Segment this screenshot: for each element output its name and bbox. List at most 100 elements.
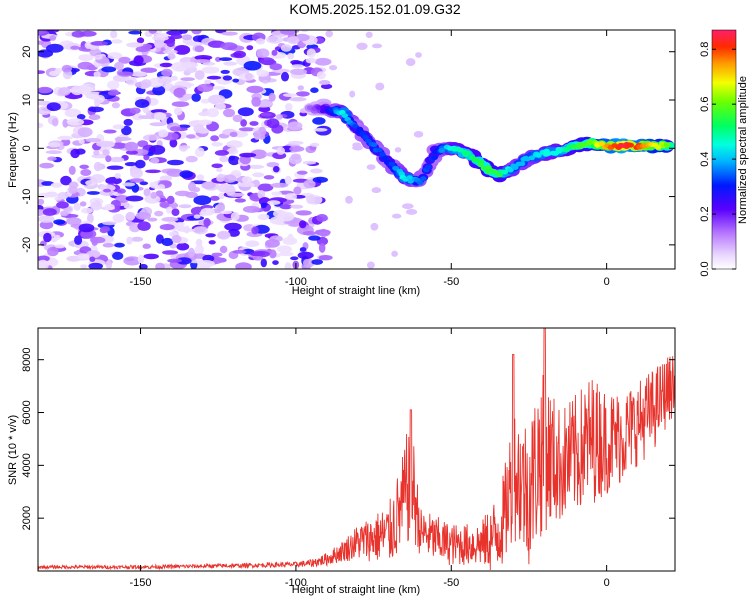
snr-frame <box>37 327 676 572</box>
noise-blob <box>405 58 416 67</box>
noise-blob <box>297 85 304 91</box>
noise-blob <box>41 181 54 186</box>
noise-blob <box>153 112 167 121</box>
noise-blob <box>303 258 315 268</box>
noise-blob <box>141 79 152 89</box>
noise-blob <box>302 231 316 236</box>
noise-blob <box>145 169 161 174</box>
noise-blob <box>194 147 205 158</box>
ridge-blob <box>571 144 578 150</box>
noise-blob <box>186 134 196 139</box>
noise-blob <box>240 119 248 127</box>
noise-blob <box>215 56 221 62</box>
noise-blob <box>181 34 193 41</box>
noise-blob <box>352 145 363 151</box>
noise-blob <box>194 45 205 53</box>
noise-blob <box>94 98 101 108</box>
noise-blob <box>161 217 179 222</box>
snr-x-tick-label: -100 <box>285 577 307 589</box>
noise-blob <box>66 217 82 226</box>
noise-blob <box>259 57 275 66</box>
noise-blob <box>93 150 100 156</box>
noise-blob <box>290 60 301 65</box>
noise-blob <box>232 78 239 83</box>
noise-blob <box>277 211 295 222</box>
snr-series-line <box>38 328 675 571</box>
noise-blob <box>290 256 299 261</box>
noise-blob <box>56 201 69 209</box>
noise-blob <box>173 87 186 98</box>
spectrogram-x-tick-label: -150 <box>130 276 152 288</box>
noise-blob <box>194 244 204 255</box>
noise-blob <box>269 63 283 71</box>
noise-blob <box>131 236 144 242</box>
noise-blob <box>39 162 54 169</box>
noise-blob <box>87 213 94 224</box>
noise-blob <box>295 210 312 216</box>
noise-blob <box>256 48 270 58</box>
ridge-blob <box>362 135 369 140</box>
noise-blob <box>394 147 402 153</box>
noise-blob <box>45 191 58 198</box>
noise-blob <box>257 213 270 221</box>
noise-blob <box>279 251 294 257</box>
noise-blob <box>68 185 78 194</box>
noise-blob <box>78 30 97 37</box>
noise-blob <box>64 108 82 118</box>
noise-blob <box>88 262 103 269</box>
noise-blob <box>61 64 72 73</box>
noise-blob <box>76 114 86 120</box>
noise-blob <box>272 260 279 265</box>
noise-blob <box>247 164 265 169</box>
noise-blob <box>162 250 178 255</box>
spectrogram-frame <box>37 29 676 270</box>
noise-blob <box>345 195 353 204</box>
ridge-blob <box>627 142 634 148</box>
noise-blob <box>104 203 115 211</box>
noise-blob <box>125 77 138 86</box>
ridge-blob <box>501 169 509 175</box>
noise-blob <box>198 119 212 126</box>
noise-blob <box>57 135 73 141</box>
noise-blob <box>124 141 139 152</box>
noise-blob <box>223 174 237 183</box>
noise-blob <box>125 195 144 202</box>
noise-blob <box>171 234 182 244</box>
noise-blob <box>265 239 280 248</box>
noise-blob <box>293 186 302 195</box>
noise-blob <box>252 255 264 261</box>
noise-blob <box>287 121 303 131</box>
noise-blob <box>220 69 230 74</box>
noise-blob <box>53 234 61 241</box>
noise-blob <box>226 140 243 149</box>
noise-blob <box>38 49 54 58</box>
noise-blob <box>243 60 262 71</box>
noise-blob <box>232 114 243 123</box>
noise-blob <box>176 228 195 233</box>
noise-blob <box>211 163 223 169</box>
noise-blob <box>233 50 247 59</box>
noise-blob <box>263 175 275 180</box>
noise-blob <box>257 183 274 192</box>
spectrogram-y-tick-label: -20 <box>21 237 33 253</box>
noise-blob <box>249 121 259 126</box>
noise-blob <box>279 204 293 210</box>
noise-blob <box>288 140 304 145</box>
noise-blob <box>126 236 133 245</box>
ridge-blob <box>507 167 514 173</box>
noise-blob <box>356 42 368 50</box>
noise-blob <box>219 155 229 163</box>
noise-blob <box>226 147 239 155</box>
noise-blob <box>142 243 151 249</box>
noise-blob <box>235 262 252 269</box>
noise-blob <box>38 259 49 269</box>
noise-blob <box>284 175 292 185</box>
noise-blob <box>60 175 72 186</box>
spectrogram-y-tick-label: 0 <box>21 145 33 151</box>
colorbar-gradient <box>711 29 737 270</box>
noise-blob <box>188 247 195 258</box>
snr-y-axis-label: SNR (10 * v/v) <box>7 415 19 485</box>
noise-blob <box>266 118 280 129</box>
noise-blob <box>148 145 166 155</box>
noise-blob <box>112 213 125 223</box>
